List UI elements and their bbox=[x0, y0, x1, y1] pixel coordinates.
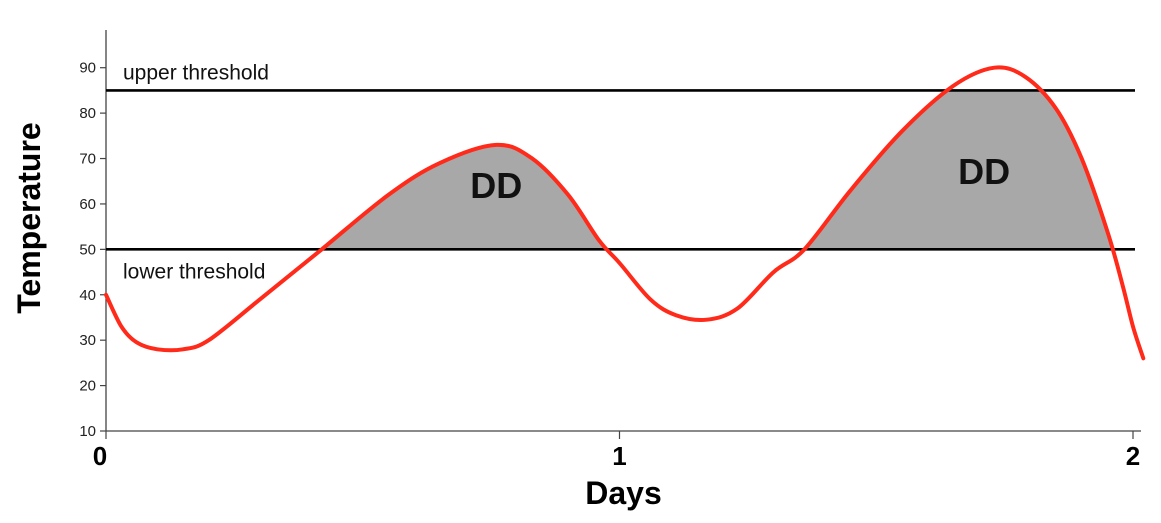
dd-label-2: DD bbox=[958, 151, 1010, 192]
y-tick-label: 40 bbox=[79, 287, 96, 304]
axes: 10 20 30 40 50 60 70 80 90 0 1 2 bbox=[79, 30, 1141, 471]
x-tick-label: 0 bbox=[93, 441, 107, 471]
lower-threshold-label: lower threshold bbox=[123, 260, 265, 283]
dd-label-1: DD bbox=[470, 165, 522, 206]
y-tick-label: 90 bbox=[79, 60, 96, 77]
x-tick-label: 1 bbox=[612, 441, 626, 471]
y-tick-label: 70 bbox=[79, 151, 96, 168]
y-tick-label: 10 bbox=[79, 423, 96, 440]
y-tick-label: 30 bbox=[79, 332, 96, 349]
upper-threshold-label: upper threshold bbox=[123, 61, 269, 84]
x-tick-label: 2 bbox=[1126, 441, 1140, 471]
y-tick-label: 80 bbox=[79, 105, 96, 122]
y-tick-label: 60 bbox=[79, 196, 96, 213]
degree-day-shaded-areas bbox=[321, 90, 1113, 250]
y-tick-label: 20 bbox=[79, 378, 96, 395]
threshold-lines: upper threshold lower threshold bbox=[106, 61, 1135, 283]
y-tick-label: 50 bbox=[79, 241, 96, 258]
y-axis-title: Temperature bbox=[11, 122, 47, 313]
x-axis-title: Days bbox=[585, 475, 662, 511]
temperature-series-line bbox=[104, 65, 1146, 361]
dd-shaded-area bbox=[321, 90, 1113, 250]
chart-labels: Days Temperature DD DD bbox=[11, 122, 1010, 511]
series-group bbox=[104, 65, 1146, 361]
